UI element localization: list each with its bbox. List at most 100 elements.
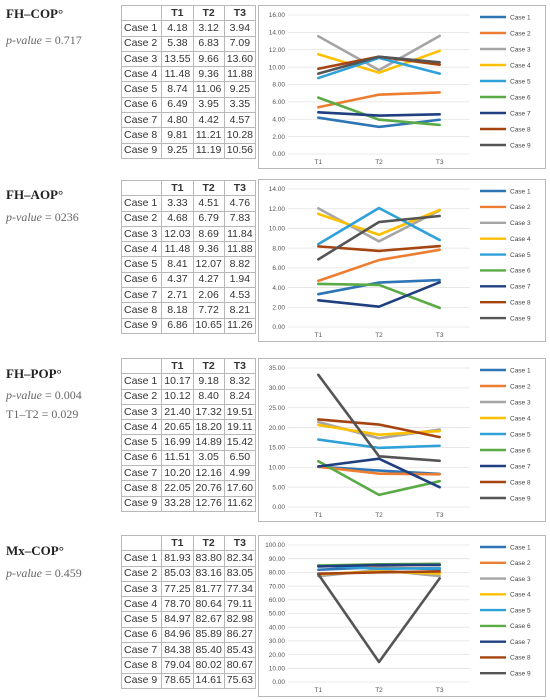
- table-row-label: Case 3: [120, 580, 163, 598]
- table-row: Case 8 8.18 7.72 8.21: [120, 302, 257, 319]
- legend-label: Case 5: [510, 78, 531, 85]
- table-row-label: Case 8: [120, 657, 163, 674]
- table-cell: 4.76: [223, 195, 257, 212]
- table-row-label: Case 9: [120, 672, 163, 689]
- p-value-label: p-value: [6, 33, 42, 47]
- table-row: Case 8 79.04 80.02 80.67: [120, 657, 257, 674]
- table-cell: 3.12: [192, 20, 225, 37]
- table-cell: 8.18: [161, 302, 194, 319]
- table-cell: 81.93: [161, 550, 194, 567]
- series-line-case-6: [317, 459, 441, 497]
- table-cell: 20.76: [192, 480, 225, 497]
- legend-label: Case 6: [510, 268, 531, 275]
- table-cell: 3.35: [223, 96, 257, 114]
- x-tick-label: T1: [315, 332, 323, 339]
- table-cell: 8.32: [223, 373, 257, 390]
- table-column-header: T3: [223, 179, 257, 197]
- table-cell: 8.40: [192, 388, 225, 405]
- table-row-label: Case 9: [120, 317, 163, 334]
- legend-label: Case 3: [510, 576, 531, 583]
- table-cell: 10.56: [223, 142, 257, 159]
- table-cell: 11.62: [223, 495, 257, 512]
- p-value-value: = 0.717: [41, 33, 82, 47]
- legend-label: Case 4: [510, 415, 531, 422]
- table-cell: 15.42: [223, 434, 257, 451]
- table-cell: 8.24: [223, 388, 257, 405]
- table-row-label: Case 4: [120, 596, 163, 613]
- table-cell: 4.37: [161, 271, 194, 289]
- table-corner: [120, 4, 163, 22]
- table-row-label: Case 8: [120, 302, 163, 319]
- y-tick-label: 0.00: [272, 151, 285, 158]
- table-row: Case 9 33.28 12.76 11.62: [120, 495, 257, 512]
- legend-label: Case 8: [510, 655, 531, 662]
- post-hoc-text: T1–T2 = 0.029: [6, 407, 79, 421]
- table-row-label: Case 5: [120, 256, 163, 273]
- table-cell: 12.03: [161, 225, 194, 243]
- table-row: Case 7 10.20 12.16 4.99: [120, 465, 257, 482]
- x-tick-label: T2: [375, 512, 383, 519]
- x-tick-label: T2: [375, 159, 383, 166]
- table-cell: 8.74: [161, 81, 194, 98]
- legend-label: Case 3: [510, 220, 531, 227]
- table-cell: 19.51: [223, 403, 257, 421]
- series-line-case-8: [317, 418, 441, 439]
- table-cell: 10.20: [161, 465, 194, 482]
- table-cell: 4.57: [223, 112, 257, 129]
- table-row: Case 3 13.55 9.66 13.60: [120, 50, 257, 68]
- y-tick-label: 10.00: [269, 464, 286, 471]
- table-row: Case 5 8.41 12.07 8.82: [120, 256, 257, 273]
- y-tick-label: 100.00: [265, 542, 285, 549]
- y-tick-label: 14.00: [269, 186, 286, 193]
- series-line-case-7: [317, 111, 441, 117]
- table-column-header: T1: [161, 357, 194, 375]
- table-cell: 20.65: [161, 419, 194, 436]
- series-line-case-2: [317, 91, 441, 109]
- table-cell: 4.18: [161, 20, 194, 37]
- table-cell: 6.49: [161, 96, 194, 114]
- table-column-header: T1: [161, 179, 194, 197]
- x-tick-label: T1: [315, 159, 323, 166]
- y-tick-label: 5.00: [272, 484, 285, 491]
- series-line-case-6: [317, 96, 441, 127]
- legend-label: Case 7: [510, 463, 531, 470]
- legend-label: Case 7: [510, 110, 531, 117]
- series-line-case-6: [317, 282, 441, 310]
- table-cell: 75.63: [223, 672, 257, 689]
- table-cell: 7.09: [223, 35, 257, 52]
- y-tick-label: 0.00: [272, 324, 285, 331]
- y-tick-label: 8.00: [272, 82, 285, 89]
- table-row: Case 3 21.40 17.32 19.51: [120, 403, 257, 421]
- series-line-case-3: [317, 207, 441, 243]
- legend-label: Case 3: [510, 46, 531, 53]
- table-row: Case 2 10.12 8.40 8.24: [120, 388, 257, 405]
- y-tick-label: 4.00: [272, 285, 285, 292]
- table-cell: 22.05: [161, 480, 194, 497]
- legend-label: Case 5: [510, 607, 531, 614]
- p-value-label: p-value: [6, 210, 42, 224]
- table-cell: 11.84: [223, 225, 257, 243]
- p-value-text: p-value = 0.004: [6, 388, 82, 403]
- table-cell: 9.81: [161, 127, 194, 144]
- legend-label: Case 9: [510, 142, 531, 149]
- table-row-label: Case 2: [120, 35, 163, 52]
- y-tick-label: 8.00: [272, 245, 285, 252]
- table-cell: 83.05: [223, 565, 257, 582]
- table-cell: 11.21: [192, 127, 225, 144]
- table-row-label: Case 4: [120, 419, 163, 436]
- table-cell: 82.98: [223, 611, 257, 628]
- table-cell: 8.82: [223, 256, 257, 273]
- table-row-label: Case 8: [120, 127, 163, 144]
- table-cell: 4.51: [192, 195, 225, 212]
- table-cell: 3.05: [192, 449, 225, 467]
- table-row: Case 2 4.68 6.79 7.83: [120, 210, 257, 227]
- table-cell: 19.11: [223, 419, 257, 436]
- line-chart: 0.00 5.00 10.00 15.00 20.00 25.00 30.00 35.00 T1…: [258, 358, 546, 522]
- table-row-label: Case 3: [120, 225, 163, 243]
- table-cell: 17.32: [192, 403, 225, 421]
- y-tick-label: 10.00: [269, 666, 286, 673]
- table-row: Case 4 11.48 9.36 11.88: [120, 66, 257, 83]
- table-cell: 78.70: [161, 596, 194, 613]
- legend-label: Case 4: [510, 592, 531, 599]
- table-cell: 79.04: [161, 657, 194, 674]
